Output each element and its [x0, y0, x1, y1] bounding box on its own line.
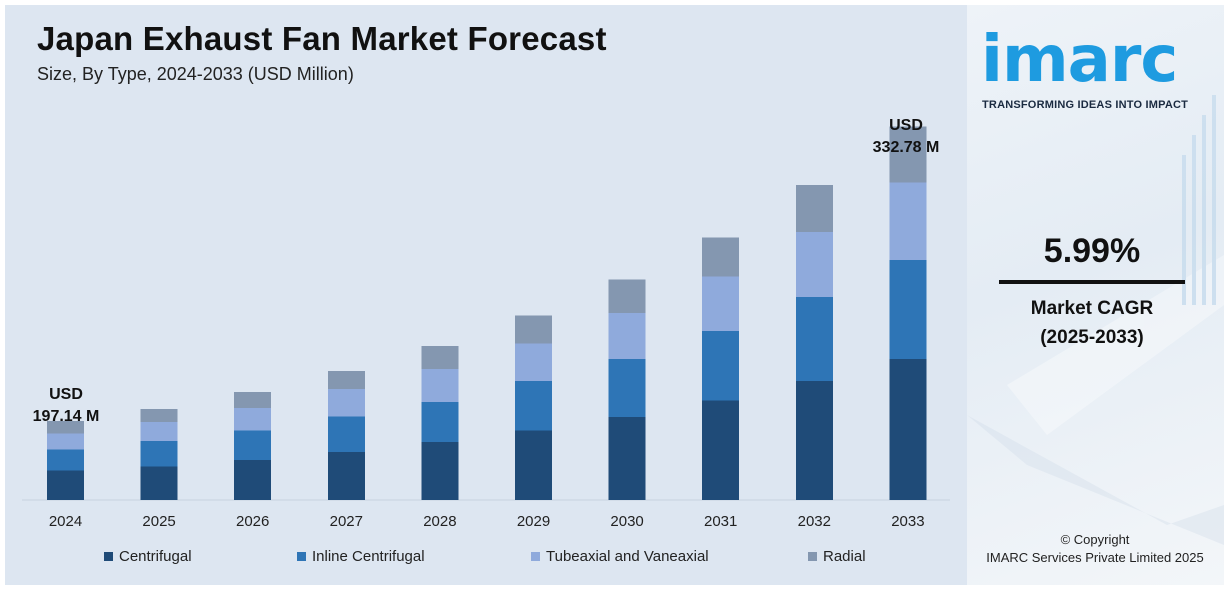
cagr-value: 5.99%: [1043, 232, 1141, 270]
x-tick-label: 2029: [517, 513, 550, 530]
bar-2031-inline-centrifugal: [702, 330, 740, 401]
x-tick-label: 2033: [891, 513, 924, 530]
logo-wordmark: imarc: [981, 23, 1178, 97]
bar-2029-centrifugal: [515, 430, 552, 500]
bar-2025-inline-centrifugal: [140, 441, 178, 467]
bar-2029-radial: [515, 315, 552, 344]
bar-2024-radial: [47, 421, 84, 434]
bar-2033-radial: [889, 126, 927, 183]
legend-swatch: [531, 552, 540, 561]
legend-label: Tubeaxial and Vaneaxial: [546, 548, 709, 565]
bar-2025-radial: [140, 408, 178, 422]
bar-2033-inline-centrifugal: [889, 260, 927, 359]
x-tick-label: 2025: [142, 513, 175, 530]
bar-2032-inline-centrifugal: [795, 296, 833, 382]
bar-2030-tubeaxial-and-vaneaxial: [608, 313, 646, 359]
chart-title: Japan Exhaust Fan Market Forecast: [37, 20, 607, 57]
bar-2026-centrifugal: [234, 460, 272, 500]
cagr-period: (2025-2033): [1040, 327, 1144, 348]
bar-2025-tubeaxial-and-vaneaxial: [140, 422, 178, 442]
bars-group: [47, 126, 927, 500]
x-tick-label: 2032: [798, 513, 831, 530]
bar-2024-centrifugal: [47, 470, 84, 500]
bar-2029-tubeaxial-and-vaneaxial: [515, 343, 552, 382]
bar-2030-centrifugal: [608, 417, 646, 500]
bar-2024-inline-centrifugal: [47, 449, 84, 471]
bar-2031-radial: [702, 237, 740, 277]
legend-item: Tubeaxial and Vaneaxial: [531, 548, 709, 565]
x-tick-label: 2027: [330, 513, 363, 530]
x-ticks-group: 2024 2025 2026 2027 2028 2029 2030 2031 2032 2033: [49, 513, 925, 530]
legend-label: Radial: [823, 548, 866, 565]
legend-swatch: [808, 552, 817, 561]
x-tick-label: 2026: [236, 513, 269, 530]
bar-2030-radial: [608, 279, 646, 314]
copyright-notice: © Copyright IMARC Services Private Limit…: [970, 531, 1220, 567]
bar-2033-tubeaxial-and-vaneaxial: [889, 182, 927, 260]
legend-label: Inline Centrifugal: [312, 548, 425, 565]
legend-swatch: [297, 552, 306, 561]
bar-2027-centrifugal: [327, 452, 365, 500]
copyright-line1: © Copyright: [1060, 532, 1130, 547]
first-bar-callout-line1: USD: [49, 386, 83, 403]
logo-tagline: TRANSFORMING IDEAS INTO IMPACT: [982, 99, 1189, 111]
brand-logo: imarc TRANSFORMING IDEAS INTO IMPACT: [981, 14, 1221, 111]
chart-legend: Centrifugal Inline Centrifugal Tubeaxial a…: [104, 548, 884, 568]
bar-2032-tubeaxial-and-vaneaxial: [795, 232, 833, 297]
bar-2024-tubeaxial-and-vaneaxial: [47, 433, 84, 450]
x-tick-label: 2028: [423, 513, 456, 530]
background-decoration: [967, 95, 1224, 545]
bar-2028-inline-centrifugal: [421, 402, 459, 442]
bar-2032-radial: [795, 185, 833, 232]
stacked-bar-chart: 2024 2025 2026 2027 2028 2029 2030 2031 2032 2033…: [22, 117, 950, 530]
bar-2028-centrifugal: [421, 442, 459, 500]
bar-2027-inline-centrifugal: [327, 416, 365, 452]
bar-2030-inline-centrifugal: [608, 358, 646, 418]
first-bar-callout-line2: 197.14 M: [33, 408, 100, 425]
bar-2026-radial: [234, 392, 272, 408]
legend-item: Radial: [808, 548, 866, 565]
bar-2032-centrifugal: [795, 381, 833, 500]
last-bar-callout-line1: USD: [889, 117, 923, 134]
bar-2027-radial: [327, 370, 365, 390]
legend-item: Inline Centrifugal: [297, 548, 425, 565]
x-tick-label: 2030: [610, 513, 643, 530]
bar-2031-centrifugal: [702, 400, 740, 500]
side-panel: [967, 5, 1224, 585]
last-bar-callout-line2: 332.78 M: [873, 139, 940, 156]
x-tick-label: 2031: [704, 513, 737, 530]
bar-2028-tubeaxial-and-vaneaxial: [421, 369, 459, 402]
bar-2031-tubeaxial-and-vaneaxial: [702, 276, 740, 331]
legend-swatch: [104, 552, 113, 561]
cagr-divider: [999, 280, 1185, 284]
copyright-line2: IMARC Services Private Limited 2025: [986, 550, 1204, 565]
legend-item: Centrifugal: [104, 548, 192, 565]
chart-subtitle: Size, By Type, 2024-2033 (USD Million): [37, 64, 354, 84]
bar-2025-centrifugal: [140, 466, 178, 500]
bar-2029-inline-centrifugal: [515, 381, 552, 431]
bar-2027-tubeaxial-and-vaneaxial: [327, 389, 365, 417]
bar-2028-radial: [421, 346, 459, 370]
legend-label: Centrifugal: [119, 548, 192, 565]
x-tick-label: 2024: [49, 513, 82, 530]
bar-2026-inline-centrifugal: [234, 430, 272, 460]
bar-2033-centrifugal: [889, 358, 927, 500]
bar-2026-tubeaxial-and-vaneaxial: [234, 408, 272, 431]
cagr-label: Market CAGR: [1030, 298, 1154, 319]
